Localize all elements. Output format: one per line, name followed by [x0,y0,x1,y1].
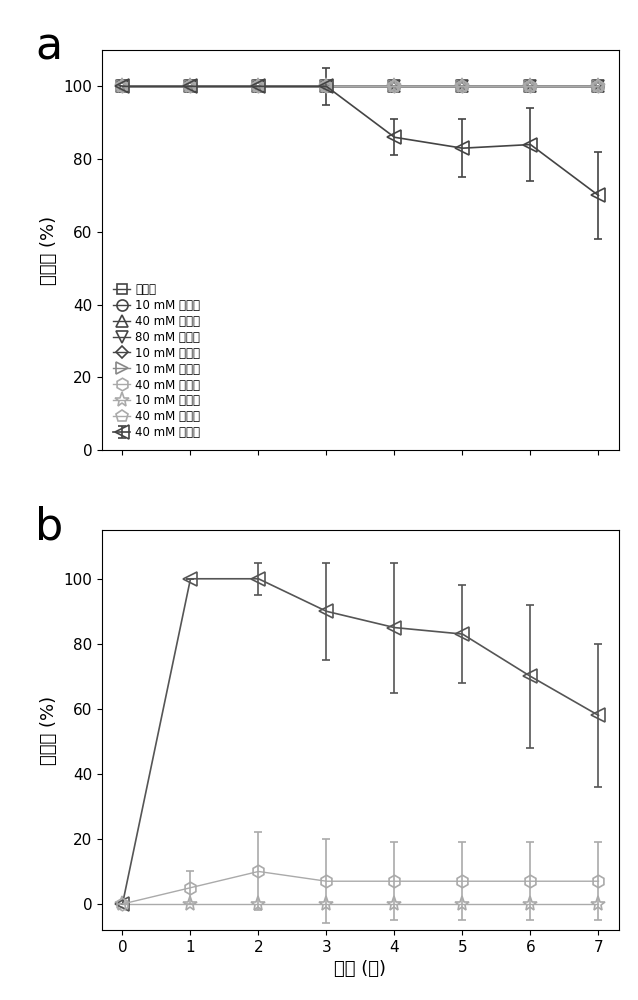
10 mM 氯化钙 [119,80,126,92]
40 mM 氯化钠 [526,80,534,92]
Line: 40 mM 氯化钠: 40 mM 氯化钠 [117,81,604,92]
10 mM 碳酸钙 [459,80,466,92]
Line: 10 mM 碳酸钙: 10 mM 碳酸钙 [115,79,606,94]
40 mM 氯化钠 [119,80,126,92]
10 mM 硫酸钙 [255,80,262,92]
10 mM 硫酸钙 [595,80,602,92]
80 mM 氯化钠 [255,80,262,92]
80 mM 氯化钠 [595,80,602,92]
40 mM 碳酸钙 [323,80,330,92]
10 mM 氯化钙 [255,80,262,92]
80 mM 氯化钠 [187,80,195,92]
10 mM 氯化钠 [526,80,534,92]
10 mM 碳酸钙 [459,898,466,910]
10 mM 碳酸钙 [187,80,195,92]
10 mM 氯化钙 [526,80,534,92]
10 mM 氯化钠 [119,80,126,92]
10 mM 硫酸钙 [526,80,534,92]
对照组 [323,80,330,92]
10 mM 氯化钠 [255,80,262,92]
Line: 40 mM 硫酸钙: 40 mM 硫酸钙 [116,80,605,93]
Y-axis label: 存活率 (%): 存活率 (%) [40,215,58,285]
10 mM 碳酸钙 [595,80,602,92]
40 mM 碳酸钙 [119,80,126,92]
Line: 10 mM 氯化钠: 10 mM 氯化钠 [117,81,604,92]
80 mM 氯化钠 [526,80,534,92]
40 mM 氯化钠 [323,80,330,92]
Text: a: a [35,26,62,69]
10 mM 碳酸钙 [390,80,398,92]
40 mM 碳酸钙 [187,80,195,92]
10 mM 碳酸钙 [323,898,330,910]
80 mM 氯化钠 [459,80,466,92]
Legend: 对照组, 10 mM 氯化钠, 40 mM 氯化钠, 80 mM 氯化钠, 10 mM 氯化钙, 10 mM 硫酸钙, 40 mM 硫酸钙, 10 mM 碳酸钙: 对照组, 10 mM 氯化钠, 40 mM 氯化钠, 80 mM 氯化钠, 10… [108,278,205,444]
40 mM 碳酸钙 [255,80,262,92]
40 mM 碳酸钙 [390,80,398,92]
Line: 10 mM 硫酸钙: 10 mM 硫酸钙 [117,81,604,92]
40 mM 氯化钠 [187,80,195,92]
10 mM 硫酸钙 [187,80,195,92]
10 mM 氯化钙 [459,80,466,92]
40 mM 硫酸钙 [187,80,195,92]
对照组 [119,80,126,92]
Line: 40 mM 碳酸钙: 40 mM 碳酸钙 [116,80,605,93]
10 mM 碳酸钙 [390,898,398,910]
10 mM 碳酸钙 [526,898,534,910]
10 mM 氯化钙 [390,80,398,92]
10 mM 氯化钙 [323,80,330,92]
40 mM 硫酸钙 [323,80,330,92]
40 mM 硫酸钙 [459,80,466,92]
40 mM 氯化钠 [595,80,602,92]
对照组 [255,80,262,92]
10 mM 碳酸钙 [119,80,126,92]
40 mM 硫酸钙 [255,80,262,92]
对照组 [526,80,534,92]
10 mM 碳酸钙 [595,898,602,910]
40 mM 氯化钠 [255,80,262,92]
40 mM 氯化钠 [459,80,466,92]
10 mM 氯化钠 [187,80,195,92]
Text: b: b [35,506,63,549]
10 mM 硫酸钙 [119,80,126,92]
80 mM 氯化钠 [119,80,126,92]
40 mM 碳酸钙 [526,80,534,92]
Line: 对照组: 对照组 [117,82,604,91]
10 mM 碳酸钙 [187,898,195,910]
40 mM 碳酸钙 [459,80,466,92]
40 mM 碳酸钙 [595,80,602,92]
10 mM 碳酸钙 [119,898,126,910]
10 mM 硫酸钙 [390,80,398,92]
40 mM 硫酸钙 [526,80,534,92]
10 mM 氯化钠 [459,80,466,92]
10 mM 硫酸钙 [459,80,466,92]
10 mM 氯化钠 [390,80,398,92]
Y-axis label: 附着率 (%): 附着率 (%) [40,695,58,765]
40 mM 硫酸钙 [390,80,398,92]
Line: 10 mM 氯化钙: 10 mM 氯化钙 [118,82,603,91]
10 mM 氯化钙 [187,80,195,92]
10 mM 硫酸钙 [323,80,330,92]
X-axis label: 时间 (天): 时间 (天) [334,960,387,978]
80 mM 氯化钠 [323,80,330,92]
40 mM 硫酸钙 [119,80,126,92]
40 mM 硫酸钙 [595,80,602,92]
80 mM 氯化钠 [390,80,398,92]
Line: 80 mM 氯化钠: 80 mM 氯化钠 [117,81,604,92]
40 mM 氯化钠 [390,80,398,92]
10 mM 碳酸钙 [526,80,534,92]
对照组 [595,80,602,92]
10 mM 氯化钙 [595,80,602,92]
对照组 [459,80,466,92]
10 mM 氯化钠 [595,80,602,92]
10 mM 碳酸钙 [255,898,262,910]
10 mM 氯化钠 [323,80,330,92]
对照组 [390,80,398,92]
10 mM 碳酸钙 [323,80,330,92]
Line: 10 mM 碳酸钙: 10 mM 碳酸钙 [115,896,606,912]
10 mM 碳酸钙 [255,80,262,92]
对照组 [187,80,195,92]
